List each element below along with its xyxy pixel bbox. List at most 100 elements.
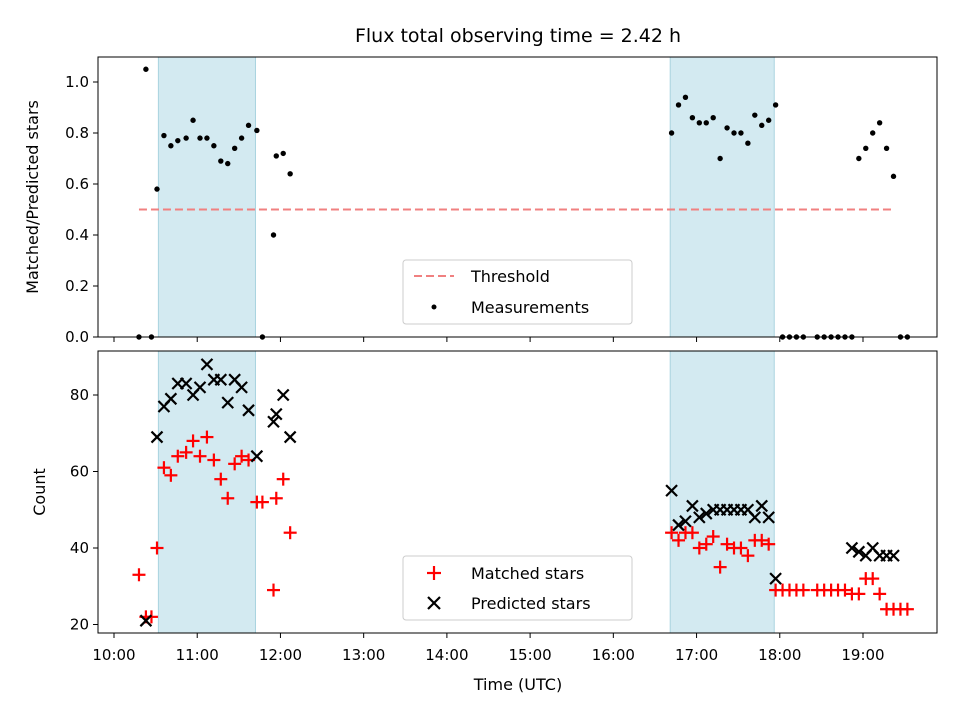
measurement-point-37 xyxy=(765,117,772,123)
measurement-point-38 xyxy=(772,102,779,108)
measurement-point-28 xyxy=(703,120,709,126)
bottom-x-axis-label: Time (UTC) xyxy=(473,675,562,694)
bottom-x-tick-label-0: 10:00 xyxy=(92,646,135,664)
predicted-star-point-7 xyxy=(193,381,207,394)
matched-star-point-31 xyxy=(720,537,734,551)
measurement-point-11 xyxy=(211,143,217,149)
bottom-x-tick-label-4: 14:00 xyxy=(425,646,468,664)
measurement-point-21 xyxy=(280,150,286,157)
predicted-star-point-35 xyxy=(769,572,782,585)
measurement-point-51 xyxy=(870,130,876,136)
legend-threshold-label: Threshold xyxy=(470,267,550,286)
predicted-star-point-22 xyxy=(679,514,692,528)
matched-star-point-27 xyxy=(692,541,706,555)
predicted-star-point-34 xyxy=(762,511,775,524)
measurement-point-54 xyxy=(890,173,897,180)
matched-star-point-8 xyxy=(186,434,200,448)
matched-star-point-3 xyxy=(150,541,164,555)
top-y-tick-label-1: 0.2 xyxy=(65,277,89,295)
legend-measurements-label: Measurements xyxy=(471,298,589,317)
matched-star-point-18 xyxy=(255,495,269,509)
measurement-point-34 xyxy=(745,140,751,146)
matched-star-point-2 xyxy=(144,610,158,624)
legend-matched-label: Matched stars xyxy=(471,564,584,583)
matched-star-point-23 xyxy=(665,526,679,540)
predicted-star-point-20 xyxy=(665,484,678,497)
predicted-star-point-21 xyxy=(672,518,685,532)
measurement-point-23 xyxy=(668,130,675,136)
top-y-tick-label-0: 0.0 xyxy=(65,328,89,346)
measurement-point-19 xyxy=(270,232,277,238)
matched-star-point-5 xyxy=(164,468,178,482)
matched-star-point-4 xyxy=(157,461,171,475)
matched-star-point-28 xyxy=(699,537,713,551)
matched-star-point-30 xyxy=(713,560,727,574)
measurement-point-35 xyxy=(752,112,758,118)
measurement-point-52 xyxy=(876,120,883,126)
predicted-star-point-24 xyxy=(693,511,706,524)
bottom-y-tick-label-2: 60 xyxy=(70,463,89,481)
top-y-tick-label-3: 0.6 xyxy=(65,175,89,193)
matched-star-point-14 xyxy=(228,457,242,471)
matched-star-point-24 xyxy=(672,533,686,547)
predicted-star-point-42 xyxy=(887,549,900,562)
top-y-tick-label-5: 1.0 xyxy=(65,73,89,91)
bottom-x-tick-label-2: 12:00 xyxy=(259,646,302,664)
bottom-shaded-interval-0 xyxy=(157,350,256,634)
bottom-axes-frame xyxy=(97,350,938,634)
predicted-star-point-33 xyxy=(755,499,769,513)
measurement-point-33 xyxy=(738,130,744,136)
matched-star-point-52 xyxy=(873,587,887,601)
legend-matched-swatch xyxy=(427,566,441,580)
measurement-point-13 xyxy=(225,160,231,167)
measurement-point-25 xyxy=(682,94,689,101)
legend-predicted-label: Predicted stars xyxy=(471,594,591,613)
measurement-point-15 xyxy=(238,135,245,141)
measurement-point-20 xyxy=(273,153,279,159)
matched-star-point-34 xyxy=(741,549,755,563)
predicted-star-point-0 xyxy=(139,614,153,627)
matched-star-point-49 xyxy=(852,587,866,601)
bottom-x-tick-label-8: 18:00 xyxy=(758,646,801,664)
bottom-y-tick-label-0: 20 xyxy=(70,616,89,634)
matched-star-point-36 xyxy=(755,533,769,547)
legend-measurements-swatch xyxy=(431,304,437,310)
measurement-point-30 xyxy=(717,155,723,162)
matched-star-point-19 xyxy=(267,583,281,597)
predicted-star-point-18 xyxy=(276,388,290,402)
bottom-panel: 20 40 60 80 10:00 11:00 12:00 13:00 14:00 15:00 1… xyxy=(30,350,938,694)
bottom-y-tick-label-1: 40 xyxy=(70,539,89,557)
predicted-star-point-1 xyxy=(150,430,164,444)
measurement-point-10 xyxy=(204,135,210,141)
predicted-star-point-13 xyxy=(235,381,248,394)
predicted-star-point-5 xyxy=(179,377,193,390)
measurement-point-9 xyxy=(197,135,203,141)
matched-star-point-9 xyxy=(193,449,207,463)
bottom-x-tick-label-6: 16:00 xyxy=(592,646,635,664)
matched-star-point-15 xyxy=(235,449,249,463)
matched-star-point-6 xyxy=(171,449,185,463)
predicted-star-point-10 xyxy=(214,373,228,386)
top-y-tick-label-4: 0.8 xyxy=(65,124,89,142)
matched-star-point-21 xyxy=(276,472,290,486)
measurement-point-26 xyxy=(689,115,696,121)
bottom-y-axis-label: Count xyxy=(30,468,49,516)
measurement-point-7 xyxy=(183,135,189,141)
predicted-star-point-36 xyxy=(845,541,859,555)
matched-star-point-22 xyxy=(283,526,297,540)
top-axes-frame xyxy=(97,56,938,338)
bottom-shaded-interval-1 xyxy=(669,350,775,634)
measurement-point-6 xyxy=(175,137,181,144)
measurement-point-5 xyxy=(168,143,174,149)
measurement-point-50 xyxy=(863,145,869,151)
measurement-point-24 xyxy=(675,102,682,108)
predicted-star-point-17 xyxy=(270,407,283,421)
measurement-point-4 xyxy=(161,132,167,139)
measurement-point-31 xyxy=(724,125,730,131)
matched-star-point-12 xyxy=(214,472,228,486)
predicted-star-point-3 xyxy=(164,392,178,406)
measurement-point-14 xyxy=(231,145,238,151)
measurement-point-29 xyxy=(710,115,716,121)
bottom-x-tick-label-3: 13:00 xyxy=(342,646,385,664)
